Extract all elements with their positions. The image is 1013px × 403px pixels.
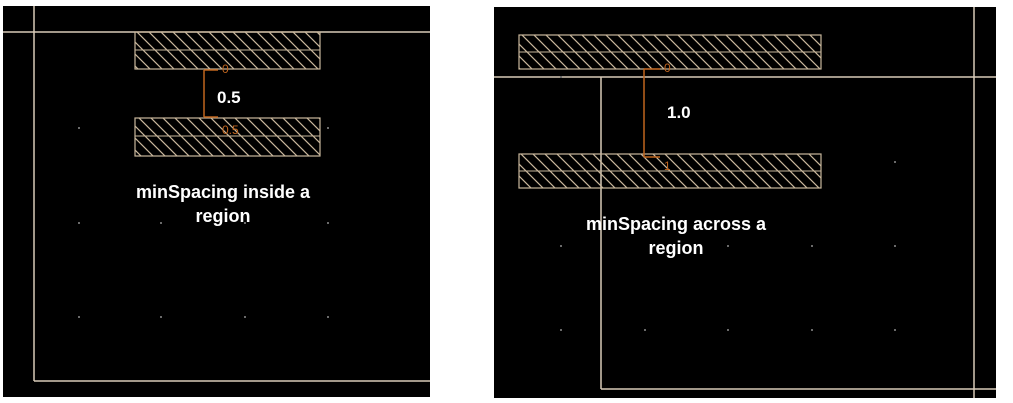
right-ruler-top-label: 0 [664, 61, 671, 75]
right-spacing-ruler [643, 68, 660, 158]
right-caption-line1: minSpacing across a [585, 214, 767, 234]
left-caption-line2: region [195, 206, 251, 226]
left-spacing-ruler [203, 69, 218, 118]
right-grid-dots [560, 76, 896, 331]
left-ruler-top-label: 0 [222, 62, 229, 76]
left-bottom-shape [134, 117, 321, 157]
left-top-shape [134, 31, 321, 70]
left-spacing-value: 0.5 [217, 88, 241, 107]
left-caption-line1: minSpacing inside a [135, 182, 311, 202]
right-ruler-bottom-label: 1 [664, 159, 671, 173]
right-bottom-shape [518, 153, 822, 189]
right-layout-canvas [494, 7, 996, 398]
right-caption-line2: region [648, 238, 704, 258]
left-layout-canvas [3, 6, 430, 382]
right-top-shape [518, 34, 822, 70]
right-spacing-value: 1.0 [667, 103, 691, 122]
left-ruler-bottom-label: 0.5 [222, 123, 239, 137]
left-grid-dots [78, 127, 329, 318]
left-caption: minSpacing inside a region [103, 180, 343, 228]
left-panel: 0 0.5 0.5 minSpacing inside a region [3, 6, 430, 397]
right-caption: minSpacing across a region [556, 212, 796, 260]
right-panel: 0 1 1.0 minSpacing across a region [494, 7, 996, 398]
